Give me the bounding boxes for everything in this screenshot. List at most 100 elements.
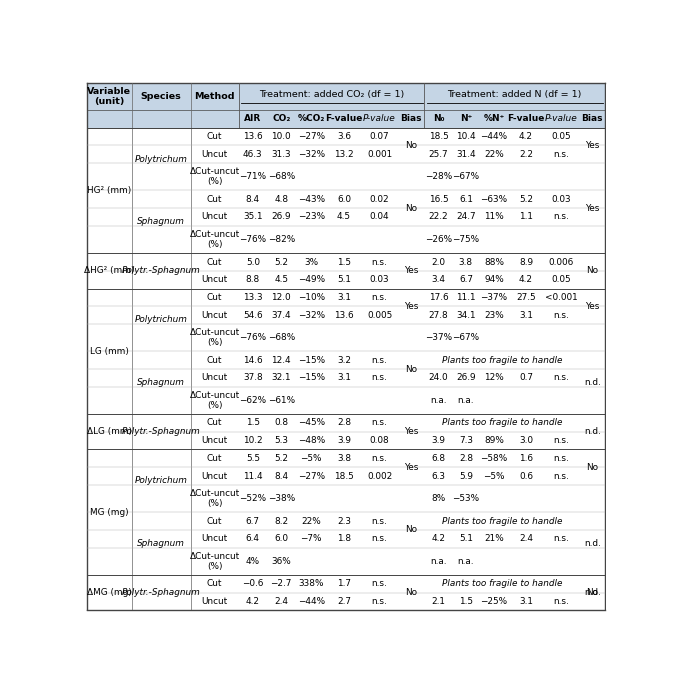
Text: 5.0: 5.0 bbox=[246, 258, 260, 267]
Text: P-value: P-value bbox=[363, 114, 396, 124]
Text: 2.3: 2.3 bbox=[337, 517, 351, 526]
Text: −27%: −27% bbox=[297, 471, 325, 480]
Text: 5.3: 5.3 bbox=[274, 436, 288, 445]
Text: 2.8: 2.8 bbox=[337, 418, 351, 427]
Text: 3.8: 3.8 bbox=[337, 454, 351, 463]
Text: −37%: −37% bbox=[425, 333, 452, 342]
Text: 4.5: 4.5 bbox=[337, 212, 351, 221]
Text: −68%: −68% bbox=[268, 333, 295, 342]
Text: 0.8: 0.8 bbox=[274, 418, 288, 427]
Text: 12%: 12% bbox=[484, 373, 504, 383]
Text: Treatment: added N (df = 1): Treatment: added N (df = 1) bbox=[448, 89, 581, 99]
Text: No: No bbox=[586, 462, 598, 472]
Text: N₀: N₀ bbox=[433, 114, 444, 124]
Text: 46.3: 46.3 bbox=[243, 150, 262, 159]
Text: 0.03: 0.03 bbox=[552, 195, 571, 204]
Text: −15%: −15% bbox=[297, 356, 325, 365]
Text: 27.5: 27.5 bbox=[516, 293, 536, 302]
Text: No: No bbox=[586, 588, 598, 597]
Text: n.a.: n.a. bbox=[430, 556, 447, 566]
Text: 22.2: 22.2 bbox=[429, 212, 448, 221]
Text: 1.5: 1.5 bbox=[459, 597, 473, 606]
Text: −23%: −23% bbox=[297, 212, 325, 221]
Text: −7%: −7% bbox=[301, 534, 322, 543]
Text: 3.1: 3.1 bbox=[337, 293, 351, 302]
Text: Cut: Cut bbox=[207, 579, 222, 588]
Text: No: No bbox=[405, 365, 417, 374]
Text: 13.6: 13.6 bbox=[334, 311, 354, 319]
Text: −25%: −25% bbox=[481, 597, 507, 606]
Text: n.s.: n.s. bbox=[554, 373, 569, 383]
Text: Yes: Yes bbox=[404, 462, 419, 472]
Text: 12.4: 12.4 bbox=[271, 356, 291, 365]
Text: 2.4: 2.4 bbox=[519, 534, 533, 543]
Text: No: No bbox=[405, 526, 417, 534]
Text: 0.08: 0.08 bbox=[369, 436, 390, 445]
Text: −45%: −45% bbox=[297, 418, 325, 427]
Text: 5.2: 5.2 bbox=[274, 454, 288, 463]
Text: ΔCut-uncut
(%): ΔCut-uncut (%) bbox=[190, 167, 240, 186]
Text: −62%: −62% bbox=[240, 396, 267, 405]
Text: 13.6: 13.6 bbox=[243, 132, 262, 141]
Text: 6.0: 6.0 bbox=[274, 534, 288, 543]
Text: n.s.: n.s. bbox=[371, 517, 388, 526]
Text: n.s.: n.s. bbox=[371, 597, 388, 606]
Text: −32%: −32% bbox=[297, 311, 325, 319]
Text: 25.7: 25.7 bbox=[429, 150, 448, 159]
Text: 14.6: 14.6 bbox=[243, 356, 262, 365]
Text: 5.2: 5.2 bbox=[274, 258, 288, 267]
Text: 3.2: 3.2 bbox=[337, 356, 351, 365]
Text: 2.1: 2.1 bbox=[431, 597, 446, 606]
Text: −5%: −5% bbox=[301, 454, 322, 463]
Text: 10.4: 10.4 bbox=[456, 132, 476, 141]
Text: Plants too fragile to handle: Plants too fragile to handle bbox=[442, 418, 563, 427]
Text: 6.7: 6.7 bbox=[459, 275, 473, 284]
Text: ΔCut-uncut
(%): ΔCut-uncut (%) bbox=[190, 230, 240, 249]
Text: 338%: 338% bbox=[299, 579, 324, 588]
Text: 11%: 11% bbox=[484, 212, 504, 221]
Text: n.s.: n.s. bbox=[371, 258, 388, 267]
Text: −2.7: −2.7 bbox=[271, 579, 292, 588]
Text: Variable
(unit): Variable (unit) bbox=[87, 87, 131, 106]
Text: 1.1: 1.1 bbox=[519, 212, 533, 221]
Text: 0.03: 0.03 bbox=[369, 275, 390, 284]
Text: 31.3: 31.3 bbox=[271, 150, 291, 159]
Text: 11.1: 11.1 bbox=[456, 293, 476, 302]
Text: Polytrichum: Polytrichum bbox=[135, 315, 188, 324]
Text: Yes: Yes bbox=[586, 302, 600, 311]
Text: Species: Species bbox=[141, 92, 182, 101]
Text: 4.2: 4.2 bbox=[519, 275, 533, 284]
Text: 3.9: 3.9 bbox=[431, 436, 446, 445]
Text: −44%: −44% bbox=[297, 597, 325, 606]
Text: −75%: −75% bbox=[452, 235, 479, 244]
Text: 1.7: 1.7 bbox=[337, 579, 351, 588]
Text: 6.3: 6.3 bbox=[431, 471, 446, 480]
Text: 3.0: 3.0 bbox=[519, 436, 533, 445]
Text: 22%: 22% bbox=[302, 517, 321, 526]
Text: 11.4: 11.4 bbox=[243, 471, 262, 480]
Text: −28%: −28% bbox=[425, 172, 452, 181]
Text: −71%: −71% bbox=[240, 172, 267, 181]
Text: Polytr.-Sphagnum: Polytr.-Sphagnum bbox=[122, 267, 201, 275]
Text: 35.1: 35.1 bbox=[243, 212, 262, 221]
Text: 0.02: 0.02 bbox=[369, 195, 390, 204]
Text: 3.1: 3.1 bbox=[519, 311, 533, 319]
Text: 26.9: 26.9 bbox=[271, 212, 291, 221]
Text: 0.04: 0.04 bbox=[369, 212, 390, 221]
Text: −67%: −67% bbox=[452, 172, 479, 181]
Text: 27.8: 27.8 bbox=[429, 311, 448, 319]
Text: Uncut: Uncut bbox=[201, 471, 227, 480]
Text: MG (mg): MG (mg) bbox=[90, 508, 129, 517]
Text: AIR: AIR bbox=[244, 114, 261, 124]
Text: ΔLG (mm): ΔLG (mm) bbox=[87, 427, 132, 436]
Text: −44%: −44% bbox=[481, 132, 507, 141]
Text: Cut: Cut bbox=[207, 418, 222, 427]
Text: 4.2: 4.2 bbox=[519, 132, 533, 141]
Text: 24.7: 24.7 bbox=[456, 212, 476, 221]
Text: 2.8: 2.8 bbox=[459, 454, 473, 463]
Text: Plants too fragile to handle: Plants too fragile to handle bbox=[442, 579, 563, 588]
Text: Uncut: Uncut bbox=[201, 275, 227, 284]
Text: 5.9: 5.9 bbox=[459, 471, 473, 480]
Text: Cut: Cut bbox=[207, 454, 222, 463]
Text: 6.8: 6.8 bbox=[431, 454, 446, 463]
